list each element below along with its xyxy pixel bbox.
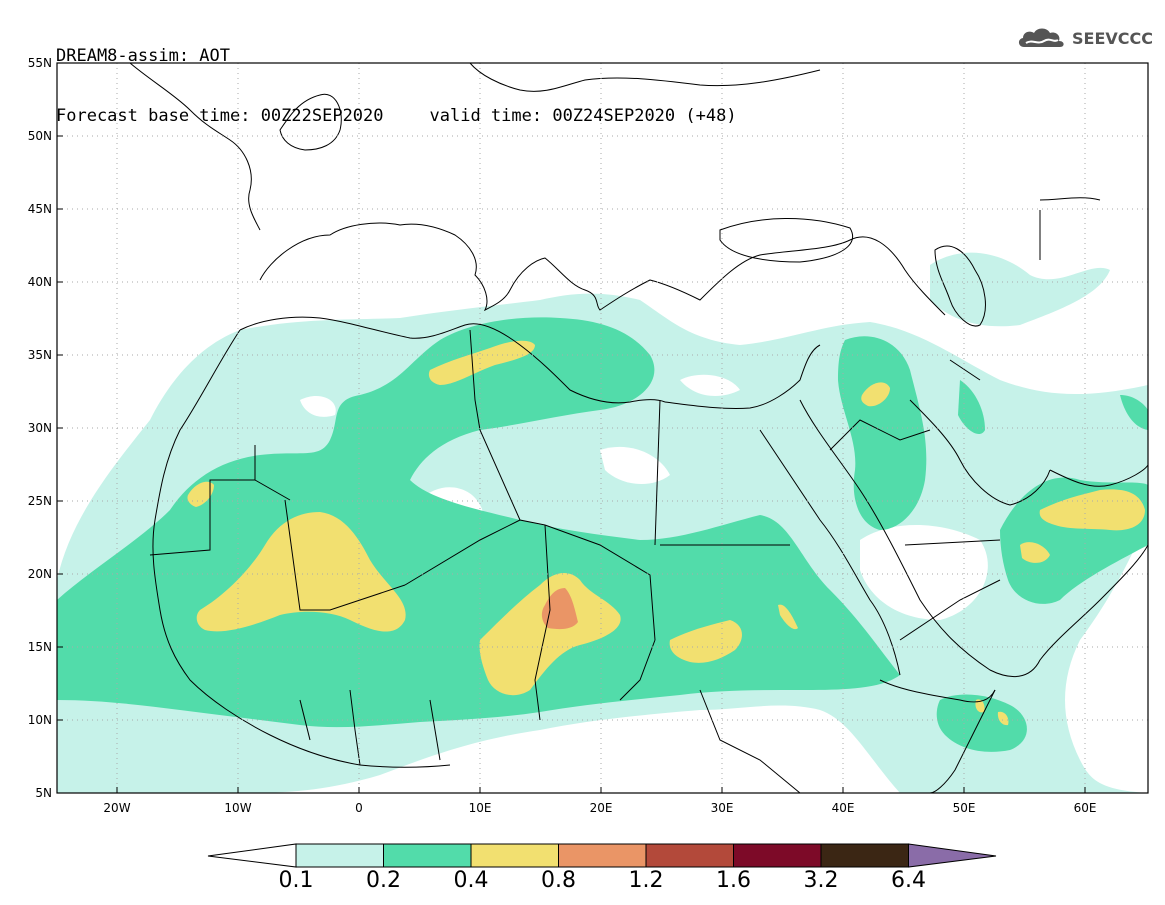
valid-time: valid time: 00Z24SEP2020 (+48) [429, 106, 737, 126]
longitude-labels: 20W 10W 0 10E 20E 30E 40E 50E 60E [103, 801, 1096, 815]
lon-label: 20E [590, 801, 613, 815]
colorbar-swatch [295, 843, 384, 868]
lon-label: 50E [953, 801, 976, 815]
seevccc-logo: SEEVCCC [1016, 25, 1153, 51]
tick-marks [57, 62, 1086, 794]
colorbar-swatch [383, 843, 472, 868]
colorbar [207, 843, 997, 868]
colorbar-label: 0.2 [366, 868, 401, 893]
colorbar-label: 1.2 [628, 868, 664, 893]
colorbar-swatch [820, 843, 909, 868]
colorbar-label: 0.1 [278, 868, 314, 893]
colorbar-swatch [645, 843, 734, 868]
time-info: Forecast base time: 00Z22SEP2020 valid t… [56, 106, 737, 126]
aot-level-0-4 [187, 340, 1145, 726]
lat-label: 50N [28, 129, 52, 143]
lat-label: 40N [28, 275, 52, 289]
aot-shading [57, 252, 1148, 793]
lat-label: 30N [28, 421, 52, 435]
map-title: DREAM8-assim: AOT Forecast base time: 00… [56, 6, 737, 146]
lat-label: 25N [28, 494, 52, 508]
colorbar-label: 3.2 [803, 868, 839, 893]
coastlines-borders [129, 63, 1148, 793]
grid-lines [57, 63, 1148, 793]
product-title: DREAM8-assim: AOT [56, 46, 230, 66]
base-time: Forecast base time: 00Z22SEP2020 [56, 106, 384, 126]
lat-label: 20N [28, 567, 52, 581]
lat-label: 10N [28, 713, 52, 727]
logo-text: SEEVCCC [1072, 28, 1153, 48]
colorbar-label: 0.4 [453, 868, 489, 893]
lon-label: 10E [469, 801, 492, 815]
colorbar-max-arrow [908, 843, 997, 868]
colorbar-label: 0.8 [541, 868, 576, 893]
colorbar-swatch [733, 843, 822, 868]
aot-level-0-8 [541, 588, 578, 630]
lon-label: 10W [224, 801, 251, 815]
colorbar-label: 1.6 [716, 868, 751, 893]
cloud-logo-icon [1018, 28, 1064, 47]
lon-label: 30E [711, 801, 734, 815]
lat-label: 45N [28, 202, 52, 216]
lat-label: 5N [35, 786, 52, 800]
lon-label: 40E [832, 801, 855, 815]
lat-label: 15N [28, 640, 52, 654]
lon-label: 60E [1074, 801, 1097, 815]
lat-label: 55N [28, 56, 52, 70]
latitude-labels: 55N 50N 45N 40N 35N 30N 25N 20N 15N 10N … [28, 56, 52, 800]
lon-label: 20W [103, 801, 130, 815]
colorbar-swatch [470, 843, 559, 868]
lon-label: 0 [355, 801, 363, 815]
colorbar-swatch [558, 843, 647, 868]
colorbar-min-arrow [207, 843, 297, 868]
lat-label: 35N [28, 348, 52, 362]
colorbar-label: 6.4 [891, 868, 926, 893]
